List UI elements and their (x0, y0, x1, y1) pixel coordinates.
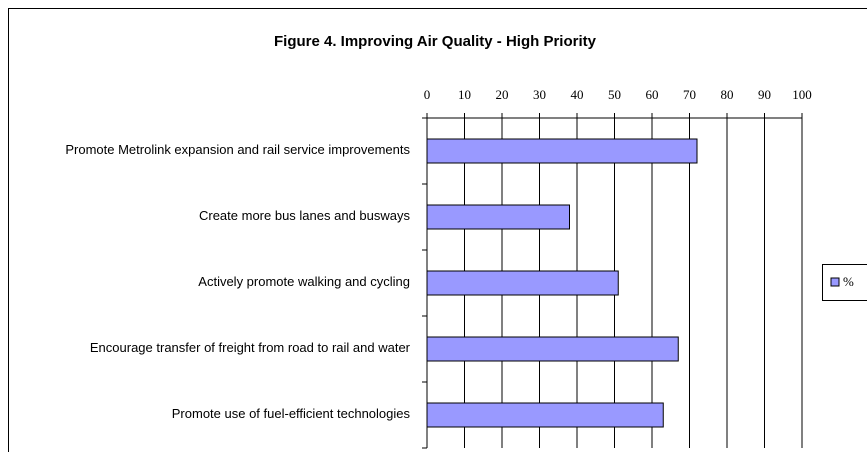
x-tick-label: 0 (424, 87, 431, 102)
y-tick-label: Create more bus lanes and busways (199, 208, 411, 223)
y-tick-label: Encourage transfer of freight from road … (90, 340, 411, 355)
bar (426, 204, 570, 230)
bar (426, 402, 664, 428)
x-tick-label: 30 (533, 87, 546, 102)
y-tick-label: Promote use of fuel-efficient technologi… (172, 406, 411, 421)
y-tick-label: Actively promote walking and cycling (198, 274, 410, 289)
legend-label: % (843, 274, 854, 289)
bar (426, 138, 698, 164)
x-tick-label: 60 (646, 87, 659, 102)
x-tick-label: 50 (608, 87, 621, 102)
y-tick-label: Promote Metrolink expansion and rail ser… (65, 142, 410, 157)
x-tick-label: 20 (496, 87, 509, 102)
x-tick-label: 70 (683, 87, 696, 102)
legend-frame (822, 264, 867, 301)
x-tick-label: 40 (571, 87, 584, 102)
x-tick-label: 10 (458, 87, 471, 102)
chart-title: Figure 4. Improving Air Quality - High P… (274, 33, 597, 50)
x-tick-label: 80 (721, 87, 734, 102)
bar (426, 336, 679, 362)
x-tick-label: 90 (758, 87, 771, 102)
bar (426, 270, 619, 296)
legend-swatch (830, 277, 840, 287)
x-tick-label: 100 (792, 87, 812, 102)
